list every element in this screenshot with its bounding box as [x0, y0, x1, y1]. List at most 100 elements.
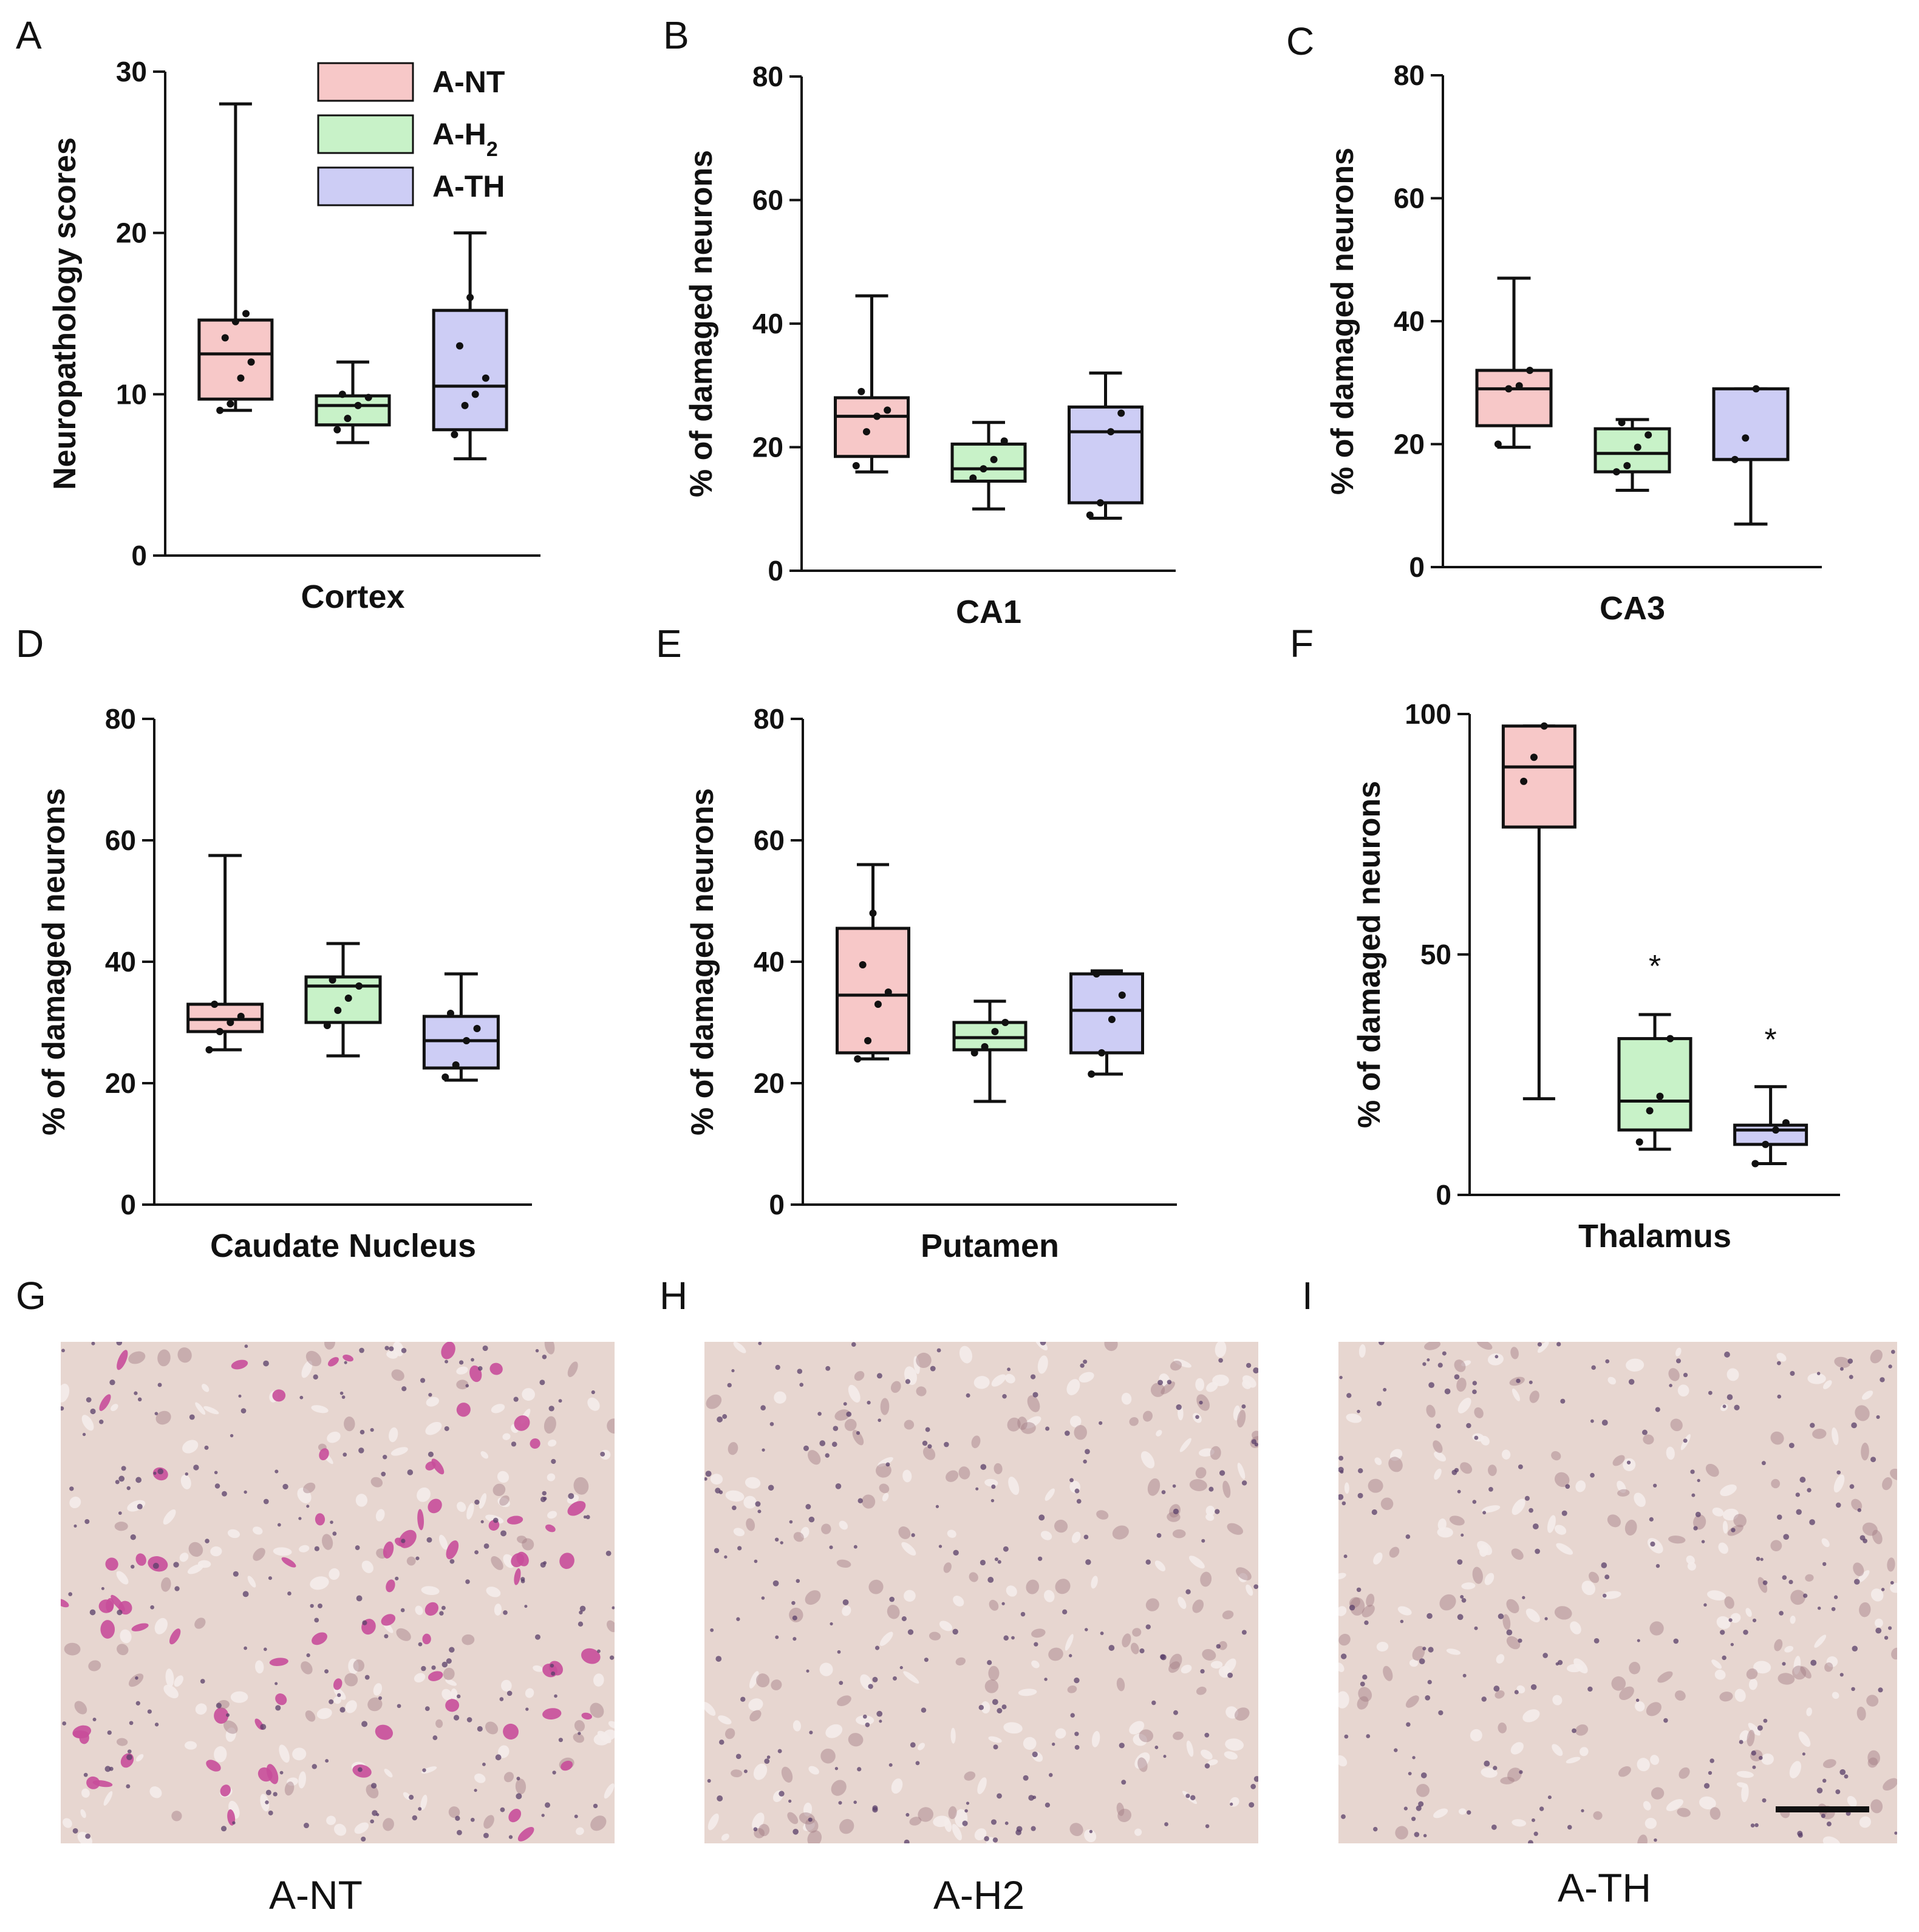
nucleus-dot: [792, 1829, 799, 1835]
nucleus-dot: [1683, 1372, 1688, 1378]
nucleus-dot: [1544, 1617, 1548, 1621]
nucleus-dot: [242, 1591, 249, 1597]
neuron-cell: [1472, 1566, 1483, 1584]
nucleus-dot: [244, 1646, 248, 1650]
legend-subscript: 2: [486, 138, 498, 161]
nucleus-dot: [868, 1684, 873, 1689]
neuron-cell: [1074, 1424, 1087, 1440]
vacuole: [1870, 1588, 1884, 1602]
neuron-cell: [1389, 1546, 1400, 1558]
nucleus-dot: [1412, 1756, 1416, 1760]
vacuole: [1822, 1380, 1832, 1389]
nucleus-dot: [420, 1378, 426, 1383]
nucleus-dot: [743, 1769, 748, 1774]
nucleus-dot: [540, 1562, 546, 1568]
data-point: [344, 415, 352, 423]
nucleus-dot: [753, 1827, 758, 1832]
neuron-cell: [1668, 1368, 1680, 1381]
neuron-cell: [1189, 1479, 1207, 1491]
data-point: [333, 426, 341, 434]
neuron-cell: [1778, 1673, 1795, 1685]
nucleus-dot: [990, 1498, 995, 1503]
neuron-cell: [370, 1477, 383, 1488]
nucleus-dot: [1556, 1342, 1561, 1347]
nucleus-dot: [1587, 1686, 1593, 1692]
nucleus-dot: [1555, 1662, 1559, 1666]
nucleus-dot: [312, 1764, 317, 1769]
vacuole: [882, 1492, 889, 1502]
nucleus-dot: [313, 1374, 318, 1380]
vacuole: [116, 1571, 129, 1585]
panel-letter: I: [1302, 1274, 1313, 1318]
nucleus-dot: [384, 1634, 389, 1639]
neuron-cell: [161, 1577, 171, 1592]
nucleus-dot: [797, 1369, 803, 1374]
vacuole: [991, 1374, 1006, 1387]
vacuole: [748, 1698, 763, 1711]
neuron-cell: [1643, 1434, 1654, 1445]
vacuole: [1821, 1538, 1830, 1548]
neuron-cell: [1222, 1610, 1234, 1619]
vacuole: [1458, 1808, 1467, 1815]
nucleus-dot: [1037, 1556, 1043, 1561]
neuron-cell: [88, 1660, 101, 1672]
nucleus-dot: [987, 1660, 992, 1665]
neuron-cell: [424, 1602, 439, 1616]
neuron-cell: [1554, 1606, 1572, 1620]
data-point: [211, 1001, 219, 1008]
neuron-cell: [61, 1599, 69, 1608]
nucleus-dot: [483, 1832, 489, 1838]
neuron-cell: [793, 1532, 804, 1542]
nucleus-dot: [222, 1491, 227, 1497]
neuron-cell: [1234, 1707, 1250, 1721]
nucleus-dot: [1356, 1587, 1362, 1593]
y-tick-label: 60: [105, 825, 136, 856]
neuron-cell: [386, 1579, 395, 1593]
neuron-cell: [746, 1518, 755, 1531]
neuron-cell: [1026, 1579, 1040, 1594]
nucleus-dot: [1460, 1594, 1464, 1599]
nucleus-dot: [755, 1501, 761, 1507]
nucleus-dot: [1379, 1342, 1385, 1345]
nucleus-dot: [325, 1759, 329, 1763]
nucleus-dot: [997, 1793, 1002, 1799]
vacuole: [1134, 1828, 1142, 1836]
nucleus-dot: [803, 1445, 810, 1451]
nucleus-dot: [1756, 1556, 1761, 1561]
neuron-cell: [383, 1818, 394, 1831]
nucleus-dot: [1400, 1619, 1404, 1624]
nucleus-dot: [471, 1358, 474, 1362]
neuron-cell: [1890, 1468, 1897, 1481]
vacuole: [1730, 1613, 1741, 1623]
neuron-cell: [428, 1498, 442, 1514]
neuron-cell: [1861, 1443, 1869, 1461]
vacuole: [1686, 1555, 1695, 1565]
vacuole: [918, 1743, 925, 1750]
neuron-cell: [305, 1710, 316, 1722]
nucleus-dot: [1436, 1423, 1441, 1429]
data-point: [1742, 434, 1750, 442]
nucleus-dot: [1004, 1821, 1009, 1825]
nucleus-dot: [273, 1792, 278, 1797]
vacuole: [1832, 1692, 1839, 1699]
data-point: [990, 455, 998, 463]
vacuole: [1714, 1669, 1726, 1680]
neuron-cell: [1147, 1478, 1161, 1496]
neuron-cell: [1674, 1690, 1686, 1701]
nucleus-dot: [704, 1477, 707, 1481]
nucleus-dot: [370, 1783, 377, 1789]
nucleus-dot: [874, 1645, 880, 1650]
box-iqr: [1617, 1037, 1692, 1132]
nucleus-dot: [1782, 1575, 1787, 1580]
neuron-cell: [1668, 1536, 1686, 1544]
nucleus-dot: [446, 1658, 452, 1664]
data-point: [1752, 385, 1760, 393]
vacuole: [466, 1503, 474, 1520]
micrograph-image: [704, 1342, 1258, 1843]
nucleus-dot: [1426, 1358, 1430, 1362]
vacuole: [210, 1546, 222, 1557]
neuron-cell: [100, 1620, 115, 1639]
neuron-cell: [446, 1540, 459, 1560]
neuron-cell: [64, 1642, 81, 1656]
neuron-cell: [1593, 1811, 1603, 1820]
